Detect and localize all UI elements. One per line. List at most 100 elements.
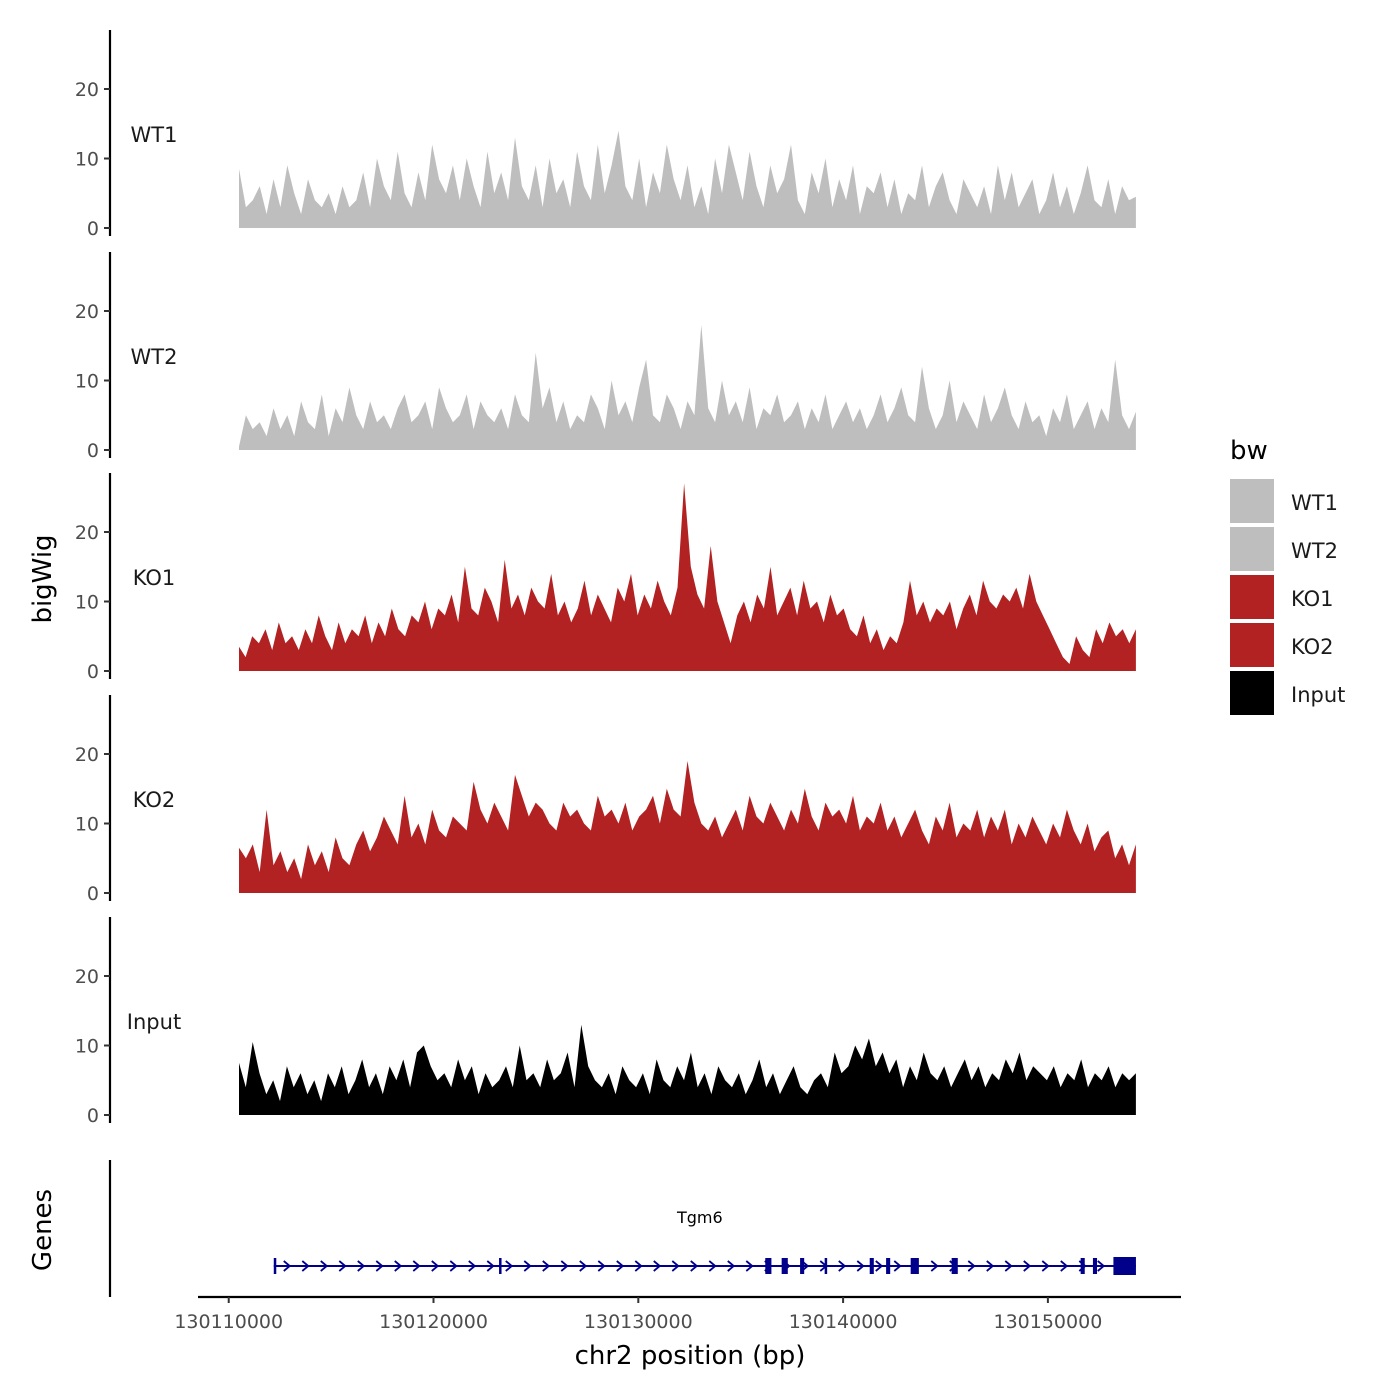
strand-arrow — [523, 1260, 532, 1272]
strand-arrow — [357, 1260, 366, 1272]
exon — [273, 1258, 277, 1274]
y-tick-label: 10 — [75, 814, 99, 836]
strand-arrow — [449, 1260, 458, 1272]
track-label: WT2 — [131, 345, 178, 369]
track-label: Input — [127, 1010, 181, 1034]
exon — [1092, 1258, 1098, 1274]
exon — [800, 1258, 805, 1274]
strand-arrow — [412, 1260, 421, 1272]
strand-arrow — [560, 1260, 569, 1272]
area-wt2 — [239, 324, 1136, 450]
strand-arrow — [431, 1260, 440, 1272]
strand-arrow — [893, 1260, 902, 1272]
strand-arrow — [320, 1260, 329, 1272]
legend: bw WT1 WT2 KO1 KO2 Input — [1230, 436, 1345, 715]
exon — [824, 1258, 828, 1274]
strand-arrow — [394, 1260, 403, 1272]
gene-panel: Tgm6 — [108, 1160, 1136, 1297]
exon — [781, 1258, 788, 1274]
strand-arrow — [875, 1260, 884, 1272]
legend-label-wt1: WT1 — [1291, 491, 1338, 515]
strand-arrow — [283, 1260, 292, 1272]
legend-title: bw — [1230, 436, 1268, 466]
y-axis-title: bigWig — [28, 534, 58, 623]
legend-label-input: Input — [1291, 683, 1345, 707]
strand-arrow — [505, 1260, 514, 1272]
legend-label-ko1: KO1 — [1291, 587, 1334, 611]
strand-arrow — [1060, 1260, 1069, 1272]
exon — [1080, 1258, 1085, 1274]
y-tick-label: 20 — [75, 966, 99, 988]
x-tick-label: 130130000 — [584, 1311, 693, 1333]
exon — [886, 1258, 891, 1274]
strand-arrow — [1004, 1260, 1013, 1272]
strand-arrow — [838, 1260, 847, 1272]
x-axis-title: chr2 position (bp) — [575, 1341, 806, 1371]
y-tick-label: 10 — [75, 592, 99, 614]
exon — [499, 1258, 502, 1274]
y-tick-label: 20 — [75, 522, 99, 544]
track-wt2: 0 10 20 WT2 — [75, 252, 1136, 462]
signal-tracks: 0 10 20 WT1 0 10 20 WT2 0 10 20 KO1 0 10 20 KO2 0 10 20 Inp… — [75, 30, 1136, 1127]
track-label: KO1 — [133, 566, 176, 590]
legend-swatch-wt1 — [1230, 479, 1274, 523]
y-tick-label: 20 — [75, 744, 99, 766]
strand-arrow — [634, 1260, 643, 1272]
y-tick-label: 20 — [75, 301, 99, 323]
exon — [765, 1258, 772, 1274]
y-tick-label: 0 — [87, 1105, 99, 1127]
strand-arrow — [856, 1260, 865, 1272]
strand-arrow — [671, 1260, 680, 1272]
area-input — [239, 1024, 1136, 1115]
x-tick-label: 130140000 — [789, 1311, 898, 1333]
strand-arrow — [967, 1260, 976, 1272]
legend-swatch-ko2 — [1230, 623, 1274, 667]
legend-label-ko2: KO2 — [1291, 635, 1334, 659]
strand-arrow — [708, 1260, 717, 1272]
strand-arrow — [986, 1260, 995, 1272]
strand-arrow — [486, 1260, 495, 1272]
gene-label: Tgm6 — [676, 1208, 723, 1227]
y-tick-label: 10 — [75, 149, 99, 171]
track-label: KO2 — [133, 788, 176, 812]
strand-arrow — [1097, 1260, 1106, 1272]
legend-label-wt2: WT2 — [1291, 539, 1338, 563]
strand-arrow — [690, 1260, 699, 1272]
legend-swatch-ko1 — [1230, 575, 1274, 619]
exon — [1113, 1257, 1136, 1275]
track-wt1: 0 10 20 WT1 — [75, 30, 1136, 240]
strand-arrow — [542, 1260, 551, 1272]
strand-arrow — [930, 1260, 939, 1272]
strand-arrow — [1023, 1260, 1032, 1272]
strand-arrow — [745, 1260, 754, 1272]
y-tick-label: 10 — [75, 371, 99, 393]
strand-arrow — [468, 1260, 477, 1272]
track-input: 0 10 20 Input — [75, 917, 1136, 1127]
strand-arrow — [301, 1260, 310, 1272]
y-tick-label: 0 — [87, 661, 99, 683]
x-tick-label: 130150000 — [993, 1311, 1102, 1333]
exon — [951, 1258, 958, 1274]
legend-swatch-wt2 — [1230, 527, 1274, 571]
strand-arrow — [375, 1260, 384, 1272]
exon — [869, 1258, 874, 1274]
area-ko1 — [239, 483, 1136, 671]
x-tick-label: 130120000 — [379, 1311, 488, 1333]
y-tick-label: 0 — [87, 218, 99, 240]
y-tick-label: 20 — [75, 79, 99, 101]
y-tick-label: 10 — [75, 1036, 99, 1058]
strand-arrow — [1041, 1260, 1050, 1272]
y-tick-label: 0 — [87, 440, 99, 462]
track-label: WT1 — [131, 123, 178, 147]
track-ko2: 0 10 20 KO2 — [75, 695, 1136, 905]
area-ko2 — [239, 761, 1136, 893]
track-ko1: 0 10 20 KO1 — [75, 473, 1136, 683]
strand-arrow — [727, 1260, 736, 1272]
strand-arrow — [579, 1260, 588, 1272]
strand-arrow — [653, 1260, 662, 1272]
x-tick-label: 130110000 — [174, 1311, 283, 1333]
x-axis: 130110000 130120000 130130000 130140000 1301… — [174, 1295, 1181, 1333]
exon — [910, 1258, 919, 1274]
strand-arrow — [338, 1260, 347, 1272]
